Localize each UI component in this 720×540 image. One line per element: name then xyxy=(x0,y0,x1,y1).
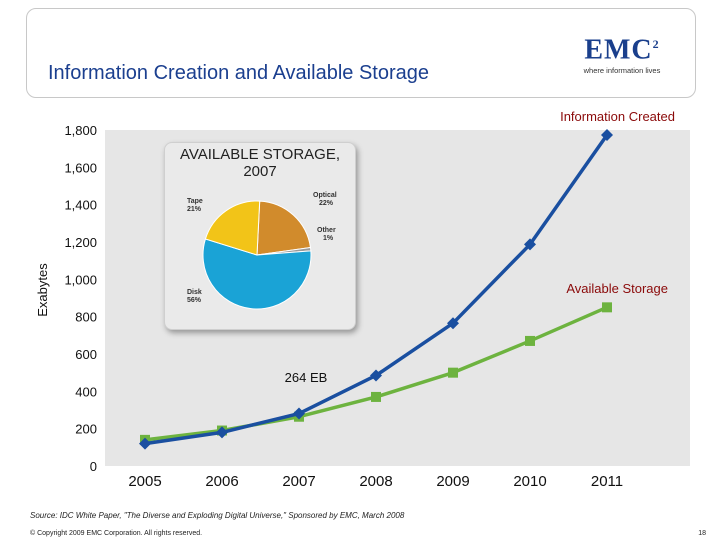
data-point xyxy=(371,391,381,402)
y-tick-label: 200 xyxy=(75,422,97,437)
x-tick-label: 2009 xyxy=(436,473,469,490)
logo-wordmark: EMC2 xyxy=(584,34,660,66)
y-tick-label: 0 xyxy=(90,459,97,474)
logo-tagline: where information lives xyxy=(583,66,661,76)
pie-title: AVAILABLE STORAGE, 2007 xyxy=(165,146,355,180)
x-tick-label: 2011 xyxy=(591,473,623,490)
line-chart: 0 200 400 600 800 1,000 1,200 1,400 1,600 1,800 Ex… xyxy=(35,109,690,490)
copyright: © Copyright 2009 EMC Corporation. All ri… xyxy=(30,530,203,537)
y-axis-label: Exabytes xyxy=(35,263,50,317)
data-point xyxy=(447,317,459,330)
y-tick-label: 800 xyxy=(75,310,97,325)
x-tick-label: 2007 xyxy=(282,473,315,490)
data-point xyxy=(525,335,535,346)
pie-label-optical: Optical 22% xyxy=(313,192,337,207)
data-point xyxy=(602,302,612,313)
pie-title-line-1: AVAILABLE STORAGE, xyxy=(179,146,341,163)
y-tick-label: 1,200 xyxy=(64,235,97,250)
data-point xyxy=(139,437,151,450)
x-tick-label: 2006 xyxy=(205,473,238,490)
page-number: 18 xyxy=(698,530,706,537)
annotation-label: 264 EB xyxy=(285,370,328,385)
slide-title: Information Creation and Available Stora… xyxy=(48,62,429,84)
y-tick-label: 1,000 xyxy=(64,272,97,287)
pie-slice xyxy=(202,238,312,310)
source-note: Source: IDC White Paper, "The Diverse an… xyxy=(30,511,405,520)
y-tick-label: 1,800 xyxy=(64,123,97,138)
pie-label-disk: Disk 56% xyxy=(187,289,202,304)
y-tick-label: 600 xyxy=(75,347,97,362)
series-label: Information Created xyxy=(560,109,675,124)
y-tick-label: 1,600 xyxy=(64,160,97,175)
emc-logo: EMC2 where information lives xyxy=(572,30,672,76)
pie-label-tape: Tape 21% xyxy=(187,198,203,213)
pie-slice xyxy=(256,200,312,256)
data-point xyxy=(448,367,458,378)
data-point xyxy=(293,407,305,420)
x-tick-label: 2010 xyxy=(513,473,546,490)
data-point xyxy=(601,129,613,142)
pie-label-other: Other 1% xyxy=(317,227,336,242)
data-point xyxy=(216,426,228,439)
y-tick-label: 1,400 xyxy=(64,198,97,213)
header-frame xyxy=(26,8,696,98)
data-point xyxy=(370,369,382,382)
pie-inset: AVAILABLE STORAGE, 2007 Optical 22% Other… xyxy=(164,142,356,330)
pie-title-line-2: 2007 xyxy=(243,163,277,180)
pie-chart xyxy=(202,200,312,310)
data-point xyxy=(524,238,536,251)
series-label: Available Storage xyxy=(566,281,668,296)
pie-slice xyxy=(204,200,261,256)
y-tick-label: 400 xyxy=(75,384,97,399)
x-tick-label: 2005 xyxy=(128,473,161,490)
x-tick-label: 2008 xyxy=(359,473,392,490)
